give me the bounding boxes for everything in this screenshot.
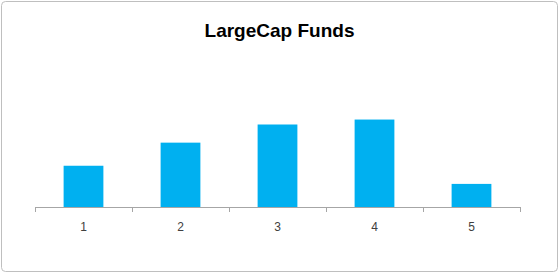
bars xyxy=(64,120,492,207)
x-tick xyxy=(132,207,133,212)
chart-frame xyxy=(2,2,558,272)
bar xyxy=(258,125,298,208)
x-tick xyxy=(326,207,327,212)
x-tick-label: 4 xyxy=(371,220,378,234)
bar xyxy=(452,184,492,207)
x-tick xyxy=(423,207,424,212)
x-axis-line xyxy=(35,207,520,208)
chart-container: LargeCap Funds 1 2 3 4 5 xyxy=(0,0,559,273)
x-tick-label: 5 xyxy=(468,220,475,234)
bar xyxy=(355,120,395,207)
bar xyxy=(161,143,201,207)
x-tick xyxy=(520,207,521,212)
bar xyxy=(64,166,104,207)
chart-title: LargeCap Funds xyxy=(205,20,355,41)
x-tick xyxy=(229,207,230,212)
x-tick-label: 2 xyxy=(177,220,184,234)
x-tick xyxy=(35,207,36,212)
chart-svg: LargeCap Funds 1 2 3 4 5 xyxy=(0,0,559,273)
x-tick-label: 1 xyxy=(80,220,87,234)
x-tick-label: 3 xyxy=(274,220,281,234)
